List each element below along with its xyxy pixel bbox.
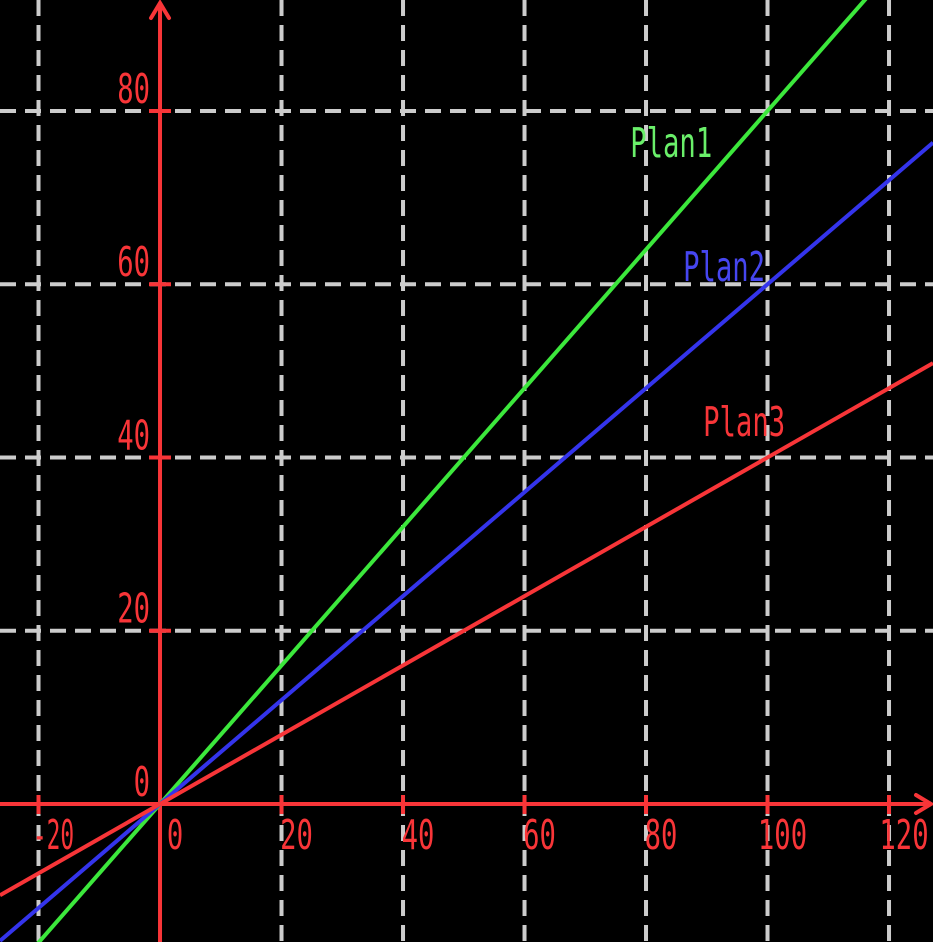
y-tick-label-40: 40 — [117, 411, 150, 459]
x-tick-label-0: 0 — [167, 811, 183, 859]
x-tick-label-20: 20 — [280, 811, 313, 859]
series-label-plan2: Plan2 — [683, 243, 765, 291]
x-axis-arrow-icon — [914, 793, 933, 816]
series-label-plan3: Plan3 — [703, 398, 785, 446]
x-tick-label--20: -20 — [33, 811, 74, 859]
x-tick-label-100: 100 — [758, 811, 807, 859]
x-tick-label-40: 40 — [402, 811, 435, 859]
y-tick-label-60: 60 — [117, 238, 150, 286]
series-line-plan3 — [0, 361, 933, 898]
y-tick-label-20: 20 — [117, 585, 150, 633]
y-axis-arrow-icon — [149, 0, 172, 20]
series-label-plan1: Plan1 — [630, 119, 712, 167]
x-tick-label-60: 60 — [523, 811, 556, 859]
x-tick-label-80: 80 — [645, 811, 678, 859]
x-tick-label-120: 120 — [879, 811, 928, 859]
y-tick-label-0: 0 — [134, 758, 150, 806]
y-tick-label-80: 80 — [117, 65, 150, 113]
